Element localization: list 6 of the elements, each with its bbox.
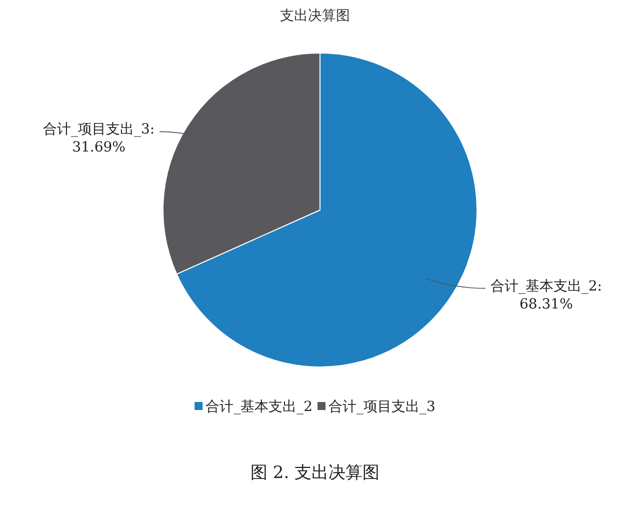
data-label: 合计_项目支出_3: 31.69% — [42, 122, 155, 156]
legend-label: 合计_基本支出_2 — [206, 399, 312, 415]
legend-label: 合计_项目支出_3 — [328, 399, 436, 415]
caption: 图 2. 支出决算图 — [250, 463, 380, 483]
chart-title: 支出决算图 — [280, 8, 350, 24]
data-label: 合计_基本支出_2: 68.31% — [490, 278, 602, 312]
